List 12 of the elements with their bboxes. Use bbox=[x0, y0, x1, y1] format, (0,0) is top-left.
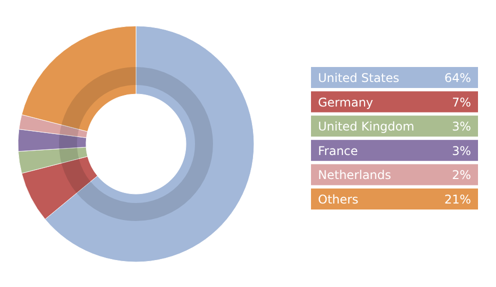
data-label: 2% bbox=[452, 168, 471, 182]
data-label: 21% bbox=[444, 192, 471, 206]
data-label: 3% bbox=[452, 144, 471, 158]
legend-label: Netherlands bbox=[318, 168, 392, 182]
data-label: 64% bbox=[444, 71, 471, 85]
data-label: 7% bbox=[452, 95, 471, 110]
legend-label: Others bbox=[318, 192, 358, 206]
legend-label: Germany bbox=[318, 95, 374, 110]
data-label: 3% bbox=[452, 120, 471, 134]
legend-label: United Kingdom bbox=[318, 120, 414, 134]
legend-label: United States bbox=[318, 71, 400, 85]
legend-label: France bbox=[318, 144, 358, 158]
